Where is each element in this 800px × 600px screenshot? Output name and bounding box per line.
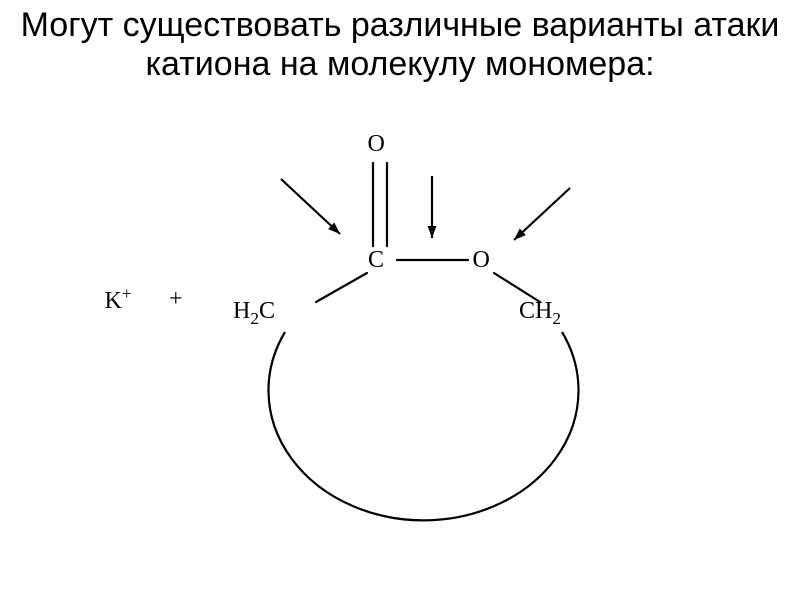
- page-title: Могут существовать различные варианты ат…: [10, 0, 790, 84]
- bond-O-CH2R: [494, 273, 540, 302]
- ring-arc: [269, 332, 579, 520]
- arrow-mid-head: [428, 226, 437, 238]
- bonds-and-arrows: [0, 84, 800, 554]
- bond-C-CH2L: [316, 273, 367, 302]
- arrow-left-shaft: [281, 179, 340, 234]
- diagram: K+ + O C O H2C CH2: [0, 84, 800, 554]
